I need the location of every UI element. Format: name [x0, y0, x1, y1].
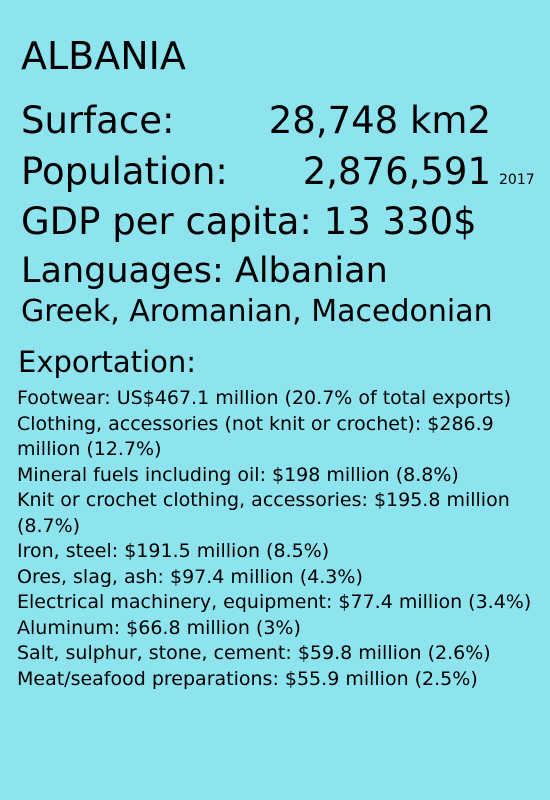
export-item: Meat/seafood preparations: $55.9 million… — [17, 667, 478, 690]
surface-label: Surface: — [21, 99, 175, 142]
gdp-per-capita: GDP per capita: 13 330$ — [21, 200, 477, 243]
export-item: Iron, steel: $191.5 million (8.5%) — [17, 540, 330, 562]
export-item: Clothing, accessories (not knit or croch… — [17, 412, 494, 461]
population-year: 2017 — [499, 172, 535, 188]
surface-row: Surface: 28,748 km2 — [21, 97, 491, 145]
surface-value: 28,748 km2 — [268, 99, 491, 142]
languages-others: Greek, Aromanian, Macedonian — [21, 294, 493, 329]
population-row: Population: 2,876,591 — [21, 148, 491, 196]
export-item: Footwear: US$467.1 million (20.7% of tot… — [17, 387, 512, 409]
export-item: Mineral fuels including oil: $198 millio… — [17, 463, 459, 486]
export-item: Aluminum: $66.8 million (3%) — [17, 616, 301, 639]
exportation-list: Footwear: US$467.1 million (20.7% of tot… — [17, 386, 537, 692]
export-item: Electrical machinery, equipment: $77.4 m… — [17, 591, 532, 613]
export-item: Salt, sulphur, stone, cement: $59.8 mill… — [17, 642, 491, 664]
population-value: 2,876,591 — [302, 150, 491, 193]
population-label: Population: — [21, 150, 228, 193]
export-item: Ores, slag, ash: $97.4 million (4.3%) — [17, 565, 363, 588]
export-item: Knit or crochet clothing, accessories: $… — [17, 489, 510, 537]
exportation-heading: Exportation: — [18, 345, 197, 379]
languages-main: Languages: Albanian — [21, 251, 388, 291]
country-title: ALBANIA — [21, 34, 186, 78]
